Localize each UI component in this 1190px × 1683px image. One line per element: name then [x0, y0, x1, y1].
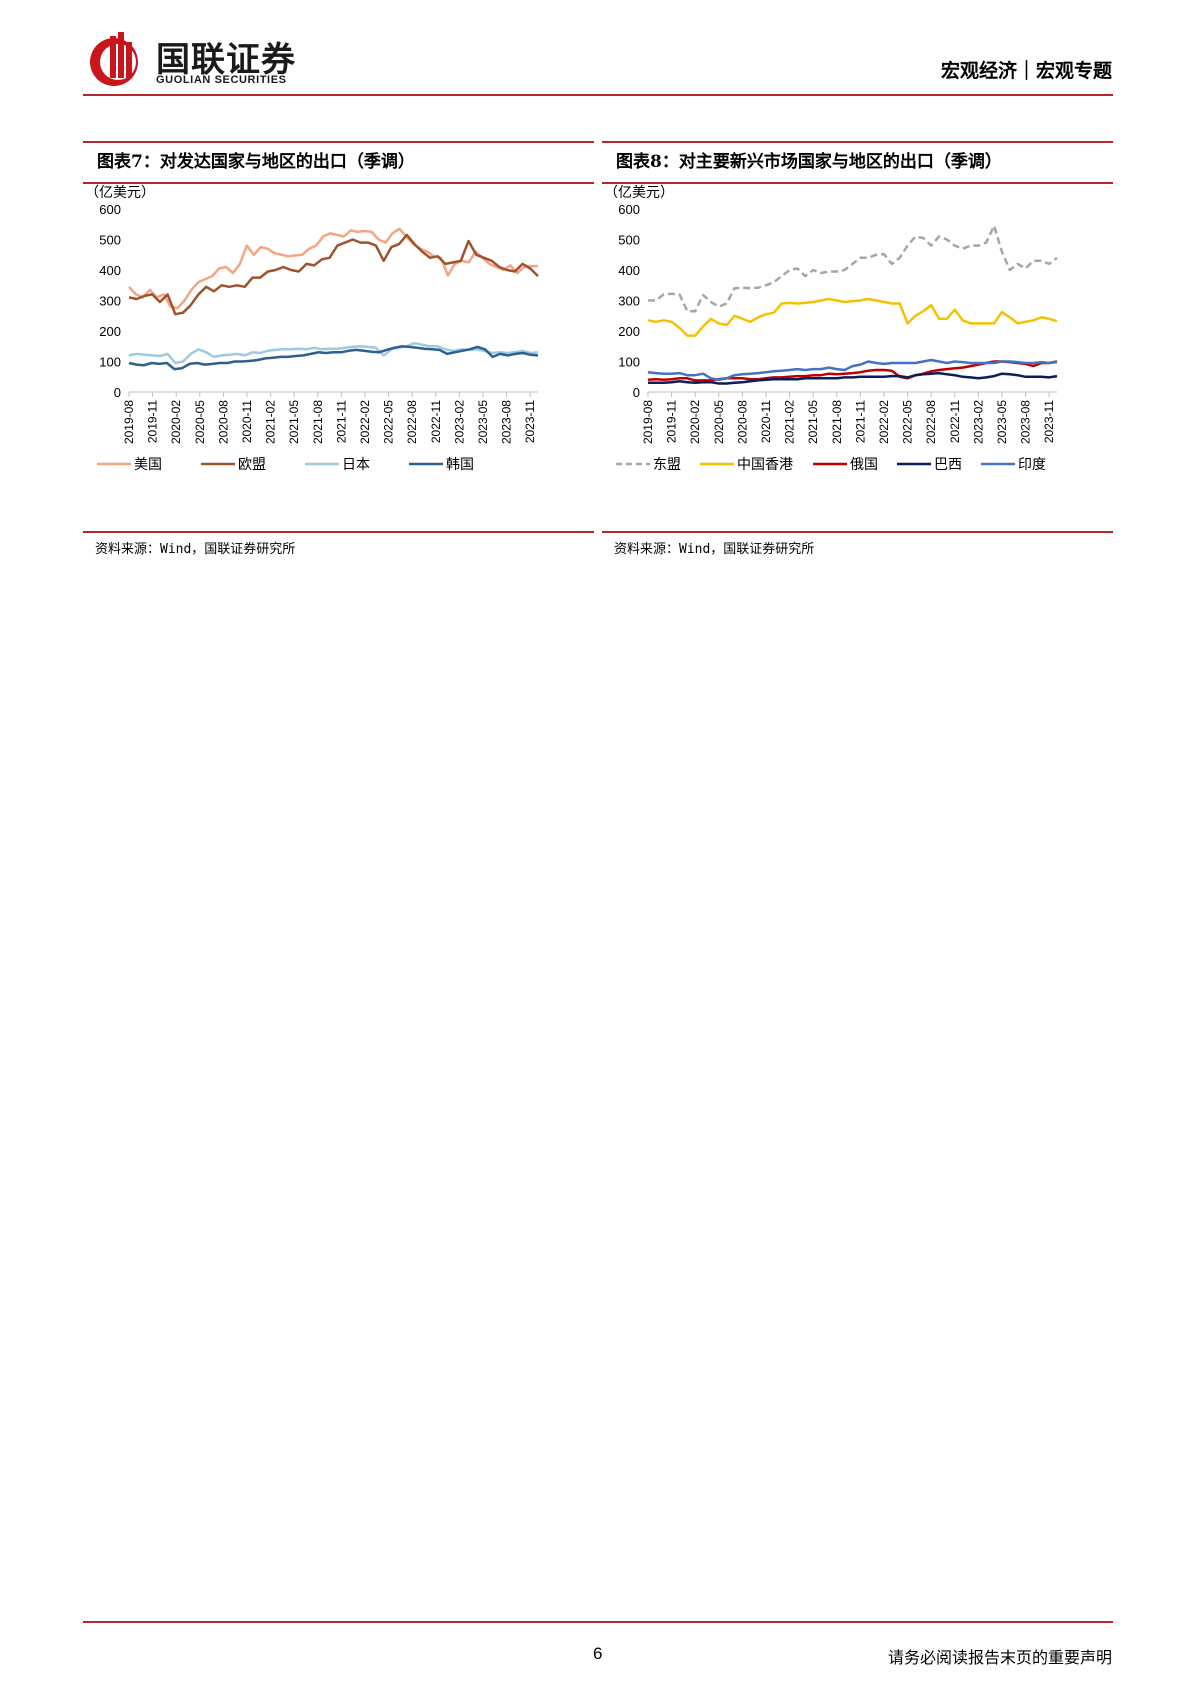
figure-panel-7: 图表7：对发达国家与地区的出口（季调） （亿美元） 0 100 200 300 400 50…: [83, 141, 594, 557]
figure-source: 资料来源：Wind，国联证券研究所: [95, 542, 296, 557]
figure-panel-8: 图表8：对主要新兴市场国家与地区的出口（季调） （亿美元） 0 100 200 300 4…: [602, 141, 1113, 557]
panel-top-rule: [602, 141, 1113, 143]
x-tick-label: 2020-11: [759, 400, 773, 443]
x-tick-label: 2020-02: [169, 400, 183, 444]
y-unit-label: （亿美元）: [85, 184, 155, 200]
company-logo: 国联证券 GUOLIAN SECURITIES: [88, 30, 308, 88]
x-tick-label: 2019-08: [641, 400, 655, 444]
legend-label: 美国: [134, 456, 162, 472]
x-tick-label: 2022-05: [382, 400, 396, 444]
x-tick-label: 2021-08: [311, 400, 325, 444]
panel-bottom-rule: [83, 531, 594, 533]
page-number: 6: [593, 1644, 603, 1663]
figure-title: 图表8：对主要新兴市场国家与地区的出口（季调）: [616, 152, 1002, 172]
figure-title: 图表7：对发达国家与地区的出口（季调）: [97, 152, 415, 172]
y-tick-label: 300: [99, 294, 121, 309]
y-tick-label: 300: [618, 294, 640, 309]
panel-bottom-rule: [602, 531, 1113, 533]
y-tick-label: 500: [618, 233, 640, 248]
panel-title-rule: [602, 182, 1113, 184]
y-tick-label: 400: [99, 263, 121, 278]
legend-label: 巴西: [934, 456, 962, 472]
y-unit-label: （亿美元）: [604, 184, 674, 200]
x-tick-label: 2020-02: [688, 400, 702, 444]
x-tick-label: 2022-02: [358, 400, 372, 444]
series-line: [128, 227, 539, 310]
chart-legend: 美国 欧盟 日本 韩国: [97, 456, 474, 472]
logo-chinese-name: 国联证券: [156, 40, 296, 80]
legend-label: 东盟: [653, 456, 681, 472]
x-tick-label: 2022-02: [877, 400, 891, 444]
x-tick-label: 2019-11: [146, 400, 160, 443]
series-line: [128, 345, 539, 371]
y-tick-label: 600: [618, 202, 640, 217]
legend-label: 印度: [1018, 456, 1046, 472]
y-tick-label: 200: [618, 324, 640, 339]
panel-top-rule: [83, 141, 594, 143]
y-tick-label: 100: [618, 355, 640, 370]
series-line: [647, 358, 1058, 382]
legend-label: 日本: [342, 456, 370, 472]
legend-label: 韩国: [446, 456, 474, 472]
x-tick-label: 2023-08: [1019, 400, 1033, 444]
report-section-label: 宏观经济｜宏观专题: [940, 60, 1112, 82]
header-divider: [83, 94, 1113, 96]
series-line: [647, 297, 1058, 337]
x-tick-label: 2021-11: [334, 400, 348, 443]
chart-exports-developed: （亿美元） 0 100 200 300 400 500 600 2019-08 2019-11 20…: [85, 184, 539, 472]
x-tick-label: 2020-08: [735, 400, 749, 444]
logo-english-name: GUOLIAN SECURITIES: [156, 74, 287, 86]
figure-source: 资料来源：Wind，国联证券研究所: [614, 542, 815, 557]
y-tick-label: 400: [618, 263, 640, 278]
x-tick-label: 2022-11: [948, 400, 962, 443]
x-tick-label: 2023-11: [1042, 400, 1056, 443]
y-tick-label: 500: [99, 233, 121, 248]
x-tick-label: 2021-02: [264, 400, 278, 444]
series-line: [648, 224, 1058, 313]
x-tick-label: 2021-11: [853, 400, 867, 443]
x-tick-label: 2022-11: [429, 400, 443, 443]
panel-title-rule: [83, 182, 594, 184]
legend-label: 中国香港: [737, 456, 793, 472]
x-tick-label: 2021-02: [783, 400, 797, 444]
x-tick-label: 2023-05: [476, 400, 490, 444]
x-tick-label: 2019-08: [122, 400, 136, 444]
logo-mark-icon: [90, 32, 138, 86]
x-tick-label: 2022-08: [924, 400, 938, 444]
x-tick-label: 2020-05: [193, 400, 207, 444]
x-tick-label: 2023-08: [500, 400, 514, 444]
y-tick-label: 600: [99, 202, 121, 217]
x-tick-label: 2020-08: [216, 400, 230, 444]
y-tick-label: 100: [99, 355, 121, 370]
x-tick-label: 2022-08: [405, 400, 419, 444]
x-tick-label: 2020-05: [712, 400, 726, 444]
series-line: [648, 371, 1058, 385]
x-tick-label: 2021-05: [287, 400, 301, 444]
footer-divider: [83, 1621, 1113, 1623]
y-tick-label: 0: [114, 385, 121, 400]
legend-label: 欧盟: [238, 456, 266, 472]
footer-disclaimer: 请务必阅读报告末页的重要声明: [887, 1648, 1112, 1667]
x-tick-label: 2021-05: [806, 400, 820, 444]
x-tick-label: 2022-05: [901, 400, 915, 444]
x-tick-label: 2023-02: [452, 400, 466, 444]
chart-exports-emerging: （亿美元） 0 100 200 300 400 500 600 2019-08 2019-11 20…: [604, 184, 1058, 472]
y-tick-label: 200: [99, 324, 121, 339]
x-tick-label: 2023-05: [995, 400, 1009, 444]
x-tick-label: 2023-11: [523, 400, 537, 443]
y-tick-label: 0: [633, 385, 640, 400]
x-tick-label: 2023-02: [971, 400, 985, 444]
series-line: [128, 233, 539, 316]
x-tick-label: 2019-11: [665, 400, 679, 443]
chart-legend: 东盟 中国香港 俄国 巴西 印度: [616, 456, 1046, 472]
legend-label: 俄国: [850, 456, 878, 472]
x-tick-label: 2021-08: [830, 400, 844, 444]
x-tick-label: 2020-11: [240, 400, 254, 443]
